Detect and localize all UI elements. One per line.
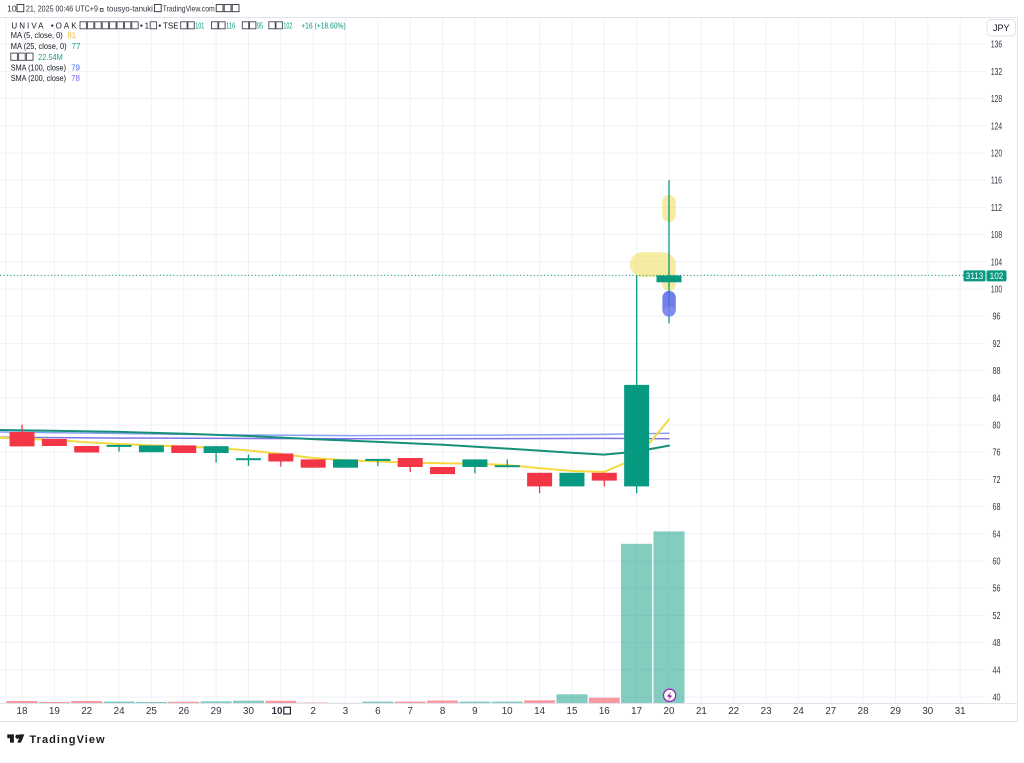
svg-text:MA (25, close, 0): MA (25, close, 0) <box>11 42 67 51</box>
svg-text:UNIVA: UNIVA <box>11 22 45 31</box>
svg-text:15: 15 <box>567 706 578 717</box>
svg-text:26: 26 <box>178 706 189 717</box>
svg-text:25: 25 <box>146 706 157 717</box>
svg-text:22.54M: 22.54M <box>38 53 63 62</box>
svg-text:9: 9 <box>472 706 477 717</box>
svg-text:24: 24 <box>793 706 804 717</box>
svg-text:OAK: OAK <box>56 22 79 31</box>
svg-text:6: 6 <box>375 706 381 717</box>
svg-text:112: 112 <box>991 203 1002 214</box>
svg-text:20: 20 <box>664 706 675 717</box>
svg-text:10: 10 <box>502 706 513 717</box>
svg-text:29: 29 <box>890 706 901 717</box>
svg-text:1: 1 <box>145 22 150 31</box>
svg-text:tousyo-tanuki: tousyo-tanuki <box>107 4 153 14</box>
svg-text:120: 120 <box>991 149 1003 160</box>
svg-text:3: 3 <box>343 706 349 717</box>
svg-text:68: 68 <box>993 502 1001 513</box>
svg-text:14: 14 <box>534 706 545 717</box>
svg-text:SMA (100, close): SMA (100, close) <box>11 63 66 72</box>
svg-text:22: 22 <box>728 706 739 717</box>
svg-text:78: 78 <box>71 74 80 83</box>
svg-text:8: 8 <box>440 706 446 717</box>
svg-text:102: 102 <box>990 271 1004 281</box>
svg-text:77: 77 <box>72 42 81 51</box>
svg-text:102: 102 <box>283 22 292 31</box>
svg-text:128: 128 <box>991 94 1003 105</box>
svg-text:30: 30 <box>243 706 254 717</box>
svg-text:24: 24 <box>114 706 125 717</box>
svg-text:21: 21 <box>696 706 707 717</box>
svg-text:104: 104 <box>991 257 1003 268</box>
svg-text:96: 96 <box>993 312 1001 323</box>
svg-text:16: 16 <box>599 706 610 717</box>
svg-text:101: 101 <box>195 22 204 31</box>
svg-text:44: 44 <box>993 665 1001 676</box>
svg-text:+16 (+18.60%): +16 (+18.60%) <box>301 22 346 31</box>
svg-text:22: 22 <box>81 706 92 717</box>
svg-text:88: 88 <box>993 366 1001 377</box>
svg-text:MA (5, close, 0): MA (5, close, 0) <box>11 31 63 40</box>
svg-text:132: 132 <box>991 67 1002 78</box>
svg-text:31: 31 <box>955 706 966 717</box>
svg-text:80: 80 <box>993 421 1001 432</box>
svg-text:116: 116 <box>226 22 235 31</box>
svg-text:72: 72 <box>993 475 1001 486</box>
svg-text:23: 23 <box>761 706 772 717</box>
svg-text:10: 10 <box>272 706 283 717</box>
svg-text:95: 95 <box>257 22 264 31</box>
svg-text:29: 29 <box>211 706 222 717</box>
svg-text:21, 2025 00:46 UTC+9: 21, 2025 00:46 UTC+9 <box>26 4 98 14</box>
svg-text:3113: 3113 <box>966 271 984 281</box>
svg-text:30: 30 <box>922 706 933 717</box>
svg-text:28: 28 <box>858 706 869 717</box>
svg-text:7: 7 <box>407 706 412 717</box>
svg-text:JPY: JPY <box>993 23 1010 33</box>
svg-text:27: 27 <box>825 706 836 717</box>
svg-text:124: 124 <box>991 121 1003 132</box>
svg-text:81: 81 <box>67 31 76 40</box>
svg-text:TradingView: TradingView <box>30 734 106 746</box>
svg-text:52: 52 <box>993 611 1001 622</box>
svg-text:2: 2 <box>310 706 315 717</box>
svg-text:76: 76 <box>993 448 1001 459</box>
svg-text:40: 40 <box>993 693 1001 704</box>
svg-text:SMA (200, close): SMA (200, close) <box>11 74 66 83</box>
svg-text:84: 84 <box>993 393 1001 404</box>
svg-text:136: 136 <box>991 40 1003 51</box>
svg-text:92: 92 <box>993 339 1001 350</box>
svg-text:56: 56 <box>993 584 1001 595</box>
svg-text:64: 64 <box>993 529 1001 540</box>
svg-text:TSE: TSE <box>163 22 179 31</box>
svg-text:18: 18 <box>17 706 28 717</box>
svg-text:48: 48 <box>993 638 1001 649</box>
svg-text:17: 17 <box>631 706 642 717</box>
svg-text:108: 108 <box>991 230 1003 241</box>
svg-text:10: 10 <box>7 4 17 14</box>
svg-text:79: 79 <box>71 63 80 72</box>
svg-text:19: 19 <box>49 706 60 717</box>
svg-text:TradingView.com: TradingView.com <box>163 4 215 14</box>
svg-text:60: 60 <box>993 557 1001 568</box>
svg-text:116: 116 <box>991 176 1003 187</box>
svg-text:100: 100 <box>991 285 1003 296</box>
